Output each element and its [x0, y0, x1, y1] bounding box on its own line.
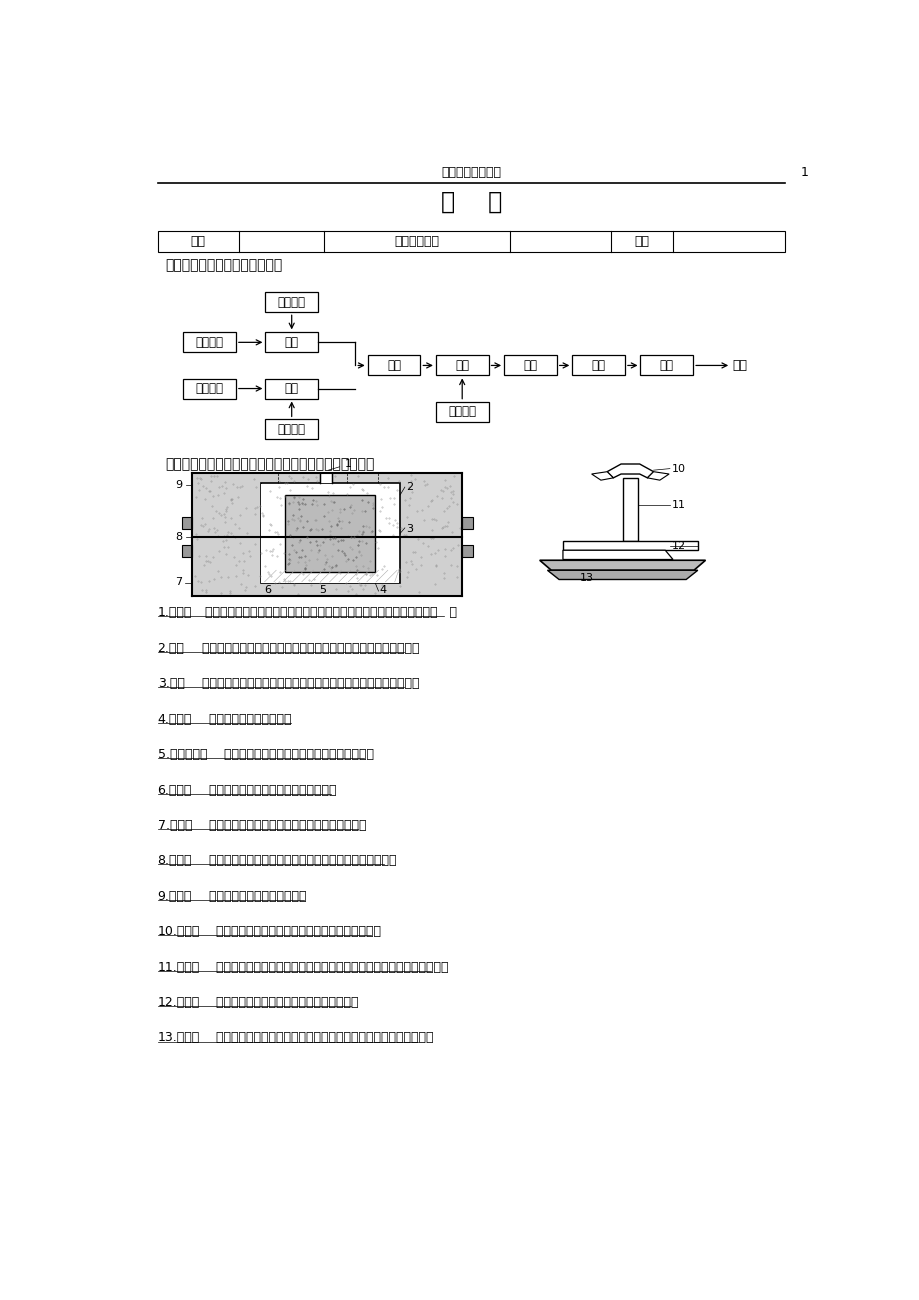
FancyBboxPatch shape — [504, 355, 556, 376]
Polygon shape — [562, 550, 673, 559]
FancyBboxPatch shape — [265, 420, 318, 439]
Text: 金工实习报告答案: 金工实习报告答案 — [441, 166, 501, 179]
Text: 清理: 清理 — [591, 359, 605, 372]
Text: 7.下砂箱: 7.下砂箱 — [157, 819, 192, 832]
Text: 是连接外浇口与横浇道的垂直通道。其高度和流速，可改变冲型能力。: 是连接外浇口与横浇道的垂直通道。其高度和流速，可改变冲型能力。 — [200, 961, 448, 974]
Text: 5.型芯通气孔: 5.型芯通气孔 — [157, 747, 207, 760]
Text: 固定和支撑型芯的位置。: 固定和支撑型芯的位置。 — [193, 712, 291, 725]
Text: 9.上砂箱: 9.上砂箱 — [157, 889, 192, 902]
Polygon shape — [647, 472, 668, 480]
Text: 主要作用是分配金属液进入内浇道和隔渣。: 主要作用是分配金属液进入内浇道和隔渣。 — [200, 996, 358, 1009]
Text: 造型时填充型砂的容器，分上、中、下等砂箱。: 造型时填充型砂的容器，分上、中、下等砂箱。 — [193, 819, 367, 832]
Text: 一、填写铸造生产工艺流程图：: 一、填写铸造生产工艺流程图： — [165, 259, 282, 272]
Text: 指导老师签名: 指导老师签名 — [394, 235, 439, 248]
Polygon shape — [539, 560, 705, 571]
Bar — [157, 231, 785, 252]
Polygon shape — [607, 464, 652, 478]
Text: 调节金属液流入型腔的方向和速度，调节铸件各部分的冷却速度。: 调节金属液流入型腔的方向和速度，调节铸件各部分的冷却速度。 — [200, 1031, 434, 1044]
Text: 容纳注入的金属液并缓解液态金属对砂型的冲击。: 容纳注入的金属液并缓解液态金属对砂型的冲击。 — [200, 926, 381, 939]
Bar — [261, 484, 399, 582]
FancyBboxPatch shape — [572, 355, 624, 376]
Text: 6: 6 — [265, 585, 271, 594]
Text: 二、标出铸型装配图及浇注系统的名称，并简述其作用。: 二、标出铸型装配图及浇注系统的名称，并简述其作用。 — [165, 458, 374, 471]
Text: 金属熔炼: 金属熔炼 — [448, 406, 476, 419]
Text: 8: 8 — [175, 532, 182, 542]
Bar — [192, 473, 461, 597]
Text: 各铸型组元间的结合面，每一对铸型间都有一个分型面。: 各铸型组元间的结合面，每一对铸型间都有一个分型面。 — [193, 854, 396, 867]
Text: 为获得铸件内腔或局部外形，用芯砂制成安放在型腔内部的组元。: 为获得铸件内腔或局部外形，用芯砂制成安放在型腔内部的组元。 — [186, 677, 419, 690]
Polygon shape — [562, 541, 697, 550]
Text: 检验: 检验 — [659, 359, 673, 372]
Text: 制芯: 制芯 — [284, 382, 299, 395]
Bar — [181, 545, 192, 558]
Text: 模样制作: 模样制作 — [196, 335, 223, 348]
Text: 型砂配制: 型砂配制 — [278, 296, 305, 309]
Text: 3.型芯: 3.型芯 — [157, 677, 185, 690]
Text: 8.分型面: 8.分型面 — [157, 854, 192, 867]
Text: 2.型腔: 2.型腔 — [157, 642, 185, 655]
FancyBboxPatch shape — [183, 333, 235, 352]
Text: 10.外浇口: 10.外浇口 — [157, 926, 199, 939]
FancyBboxPatch shape — [640, 355, 692, 376]
Text: 4.型芯座: 4.型芯座 — [157, 712, 192, 725]
Text: 成绩: 成绩 — [190, 235, 205, 248]
Text: 11.直浇道: 11.直浇道 — [157, 961, 199, 974]
Text: 10: 10 — [671, 464, 685, 473]
Text: 日期: 日期 — [634, 235, 649, 248]
Text: 4: 4 — [379, 585, 386, 594]
FancyBboxPatch shape — [368, 355, 420, 376]
Text: 13.内浇道: 13.内浇道 — [157, 1031, 199, 1044]
Bar — [461, 545, 472, 558]
Bar — [181, 517, 192, 529]
Text: 1.出气孔: 1.出气孔 — [157, 606, 192, 619]
Bar — [319, 473, 332, 484]
Text: 造型: 造型 — [284, 335, 299, 348]
Text: 在铸型中，用扎孔针扎出的出气孔，以便排气防止在铸件产生气孔缺陷   。: 在铸型中，用扎孔针扎出的出气孔，以便排气防止在铸件产生气孔缺陷 。 — [193, 606, 457, 619]
Text: 12: 12 — [671, 541, 685, 551]
Text: 落砂: 落砂 — [523, 359, 537, 372]
Bar — [285, 495, 375, 572]
Polygon shape — [547, 571, 697, 580]
FancyBboxPatch shape — [265, 378, 318, 399]
FancyBboxPatch shape — [183, 378, 235, 399]
Text: 造型时填充型砂的上部容器。: 造型时填充型砂的上部容器。 — [193, 889, 306, 902]
Text: 芯砂配制: 芯砂配制 — [278, 422, 305, 436]
Text: 6.下砂型: 6.下砂型 — [157, 784, 192, 797]
FancyBboxPatch shape — [436, 402, 488, 421]
Text: 浇注: 浇注 — [455, 359, 469, 372]
Text: 为顺利排出型芯内部的气体，以改善退让性。: 为顺利排出型芯内部的气体，以改善退让性。 — [208, 747, 373, 760]
Text: 7: 7 — [175, 577, 182, 586]
Text: 铸型中由造型材料所包围的空腔部分，也是形成铸件的主要空间。: 铸型中由造型材料所包围的空腔部分，也是形成铸件的主要空间。 — [186, 642, 419, 655]
Bar — [461, 517, 472, 529]
Text: 13: 13 — [579, 573, 594, 582]
Text: 铸    造: 铸 造 — [440, 190, 502, 214]
Text: 铸件: 铸件 — [732, 359, 747, 372]
Polygon shape — [622, 478, 638, 541]
Text: 1: 1 — [328, 459, 352, 471]
Text: 用型砂做造型材料制成的铸型的组元。: 用型砂做造型材料制成的铸型的组元。 — [193, 784, 336, 797]
FancyBboxPatch shape — [265, 292, 318, 312]
Text: 1: 1 — [800, 166, 808, 179]
FancyBboxPatch shape — [265, 333, 318, 352]
Text: 11: 11 — [671, 499, 685, 510]
Bar — [260, 484, 400, 584]
Polygon shape — [591, 472, 613, 480]
Text: 12.横浇道: 12.横浇道 — [157, 996, 199, 1009]
Text: 5: 5 — [319, 585, 326, 594]
Text: 芯盒制作: 芯盒制作 — [196, 382, 223, 395]
Text: 2: 2 — [406, 482, 413, 493]
Text: 9: 9 — [175, 480, 182, 490]
Text: 合型: 合型 — [387, 359, 401, 372]
FancyBboxPatch shape — [436, 355, 488, 376]
Text: 3: 3 — [406, 524, 413, 534]
